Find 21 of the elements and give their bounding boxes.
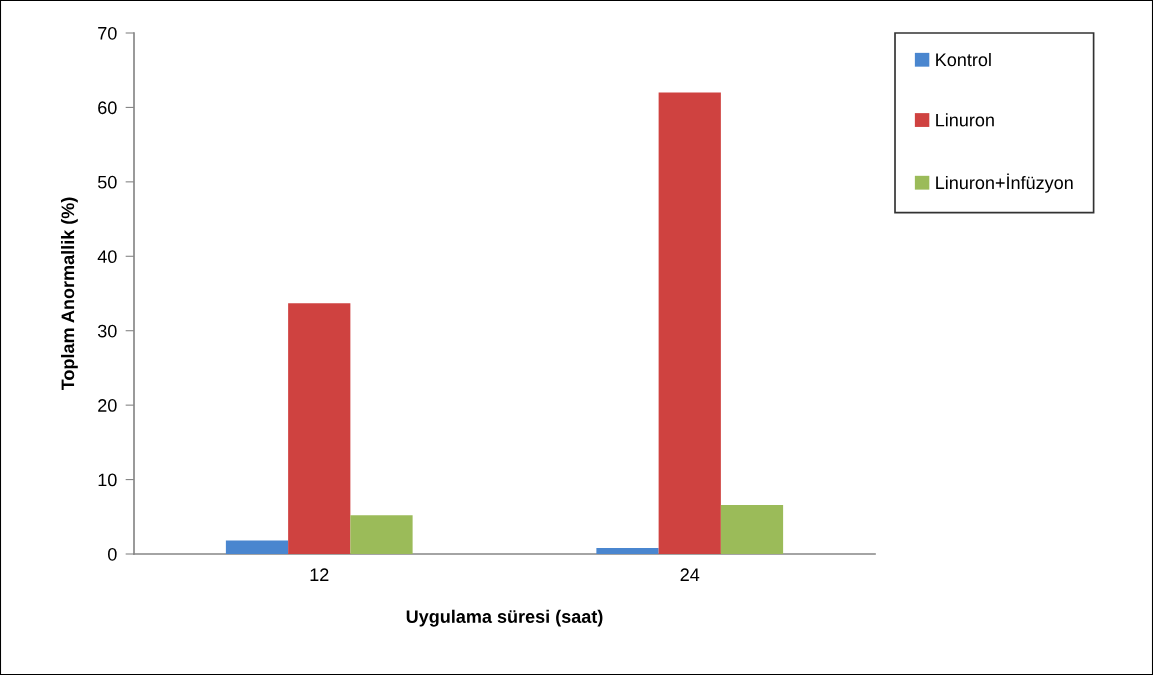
y-axis-title: Toplam Anormallik (%) [60, 197, 78, 391]
y-tick-label: 20 [98, 399, 117, 412]
y-tick-label: 40 [97, 250, 117, 264]
legend-label: Kontrol [936, 52, 991, 67]
bar [288, 303, 351, 554]
legend-label: Linuron+İnfüzyon [936, 173, 1073, 193]
legend-label: Linuron [936, 113, 994, 127]
y-tick-label: 0 [108, 547, 117, 561]
x-axis-title: Uygulama süresi (saat) [406, 609, 603, 627]
bar [658, 92, 721, 554]
x-tick-label: 24 [680, 568, 700, 581]
bar [720, 504, 784, 554]
bar [350, 515, 413, 554]
y-tick-label: 70 [98, 26, 117, 40]
y-tick-label: 10 [98, 473, 117, 487]
bar [596, 548, 659, 554]
y-tick-label: 60 [98, 101, 117, 115]
x-tick-label: 12 [310, 568, 329, 581]
y-tick-label: 50 [97, 175, 117, 189]
y-tick-label: 30 [97, 324, 117, 338]
bar [225, 540, 289, 554]
